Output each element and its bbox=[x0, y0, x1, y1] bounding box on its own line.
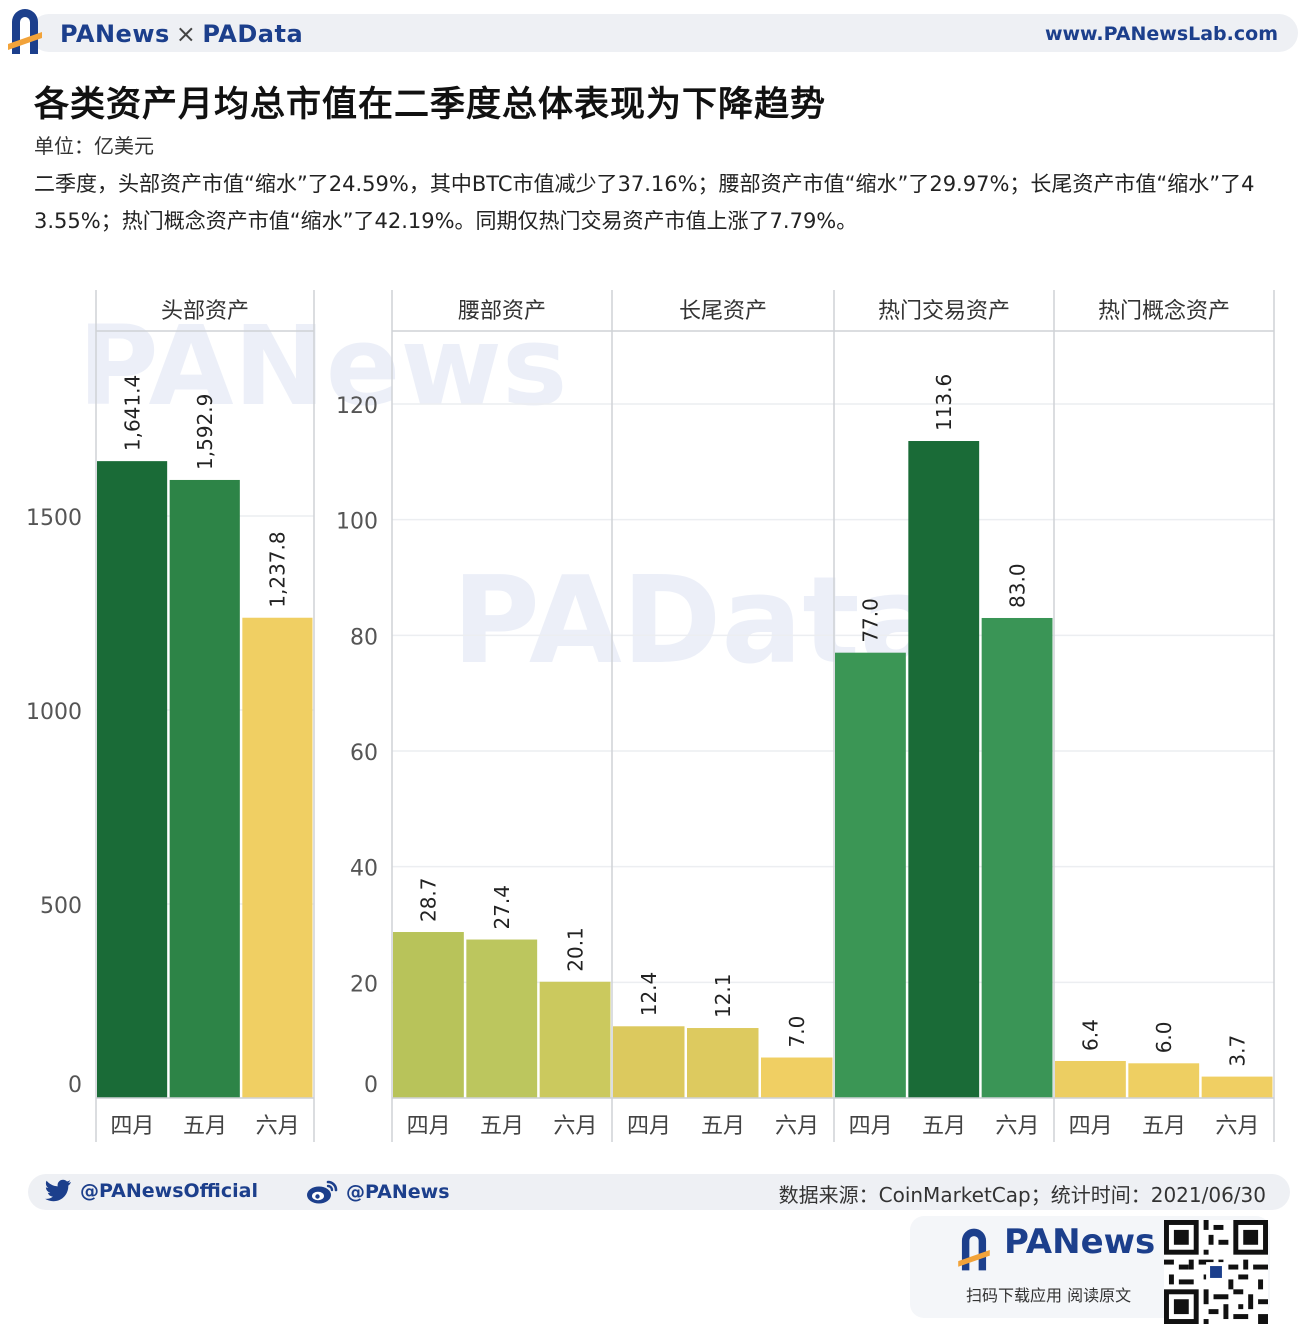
panel-4: 热门交易资产 77.0 四月 113.6 五月 83.0 六月 bbox=[835, 299, 1053, 1139]
panel-frames bbox=[95, 290, 1275, 1142]
twitter-icon bbox=[45, 1179, 71, 1202]
bar bbox=[835, 652, 906, 1098]
data-label: 1,641.4 bbox=[120, 375, 144, 451]
bar bbox=[242, 617, 313, 1098]
x-tick-label: 六月 bbox=[995, 1114, 1039, 1139]
x-tick-label: 五月 bbox=[701, 1114, 745, 1139]
unit-label: 单位：亿美元 bbox=[34, 134, 154, 158]
data-label: 3.7 bbox=[1225, 1035, 1249, 1067]
promo-brand: PANews bbox=[1004, 1222, 1156, 1262]
x-tick-label: 六月 bbox=[256, 1114, 300, 1139]
panel-title: 热门交易资产 bbox=[878, 299, 1010, 324]
x-tick-label: 四月 bbox=[110, 1114, 154, 1139]
app-promo[interactable]: PANews 扫码下载应用 阅读原文 bbox=[910, 1216, 1270, 1324]
bar bbox=[393, 932, 464, 1098]
y-tick-label: 1500 bbox=[26, 506, 82, 531]
y-tick-label: 80 bbox=[350, 625, 378, 650]
footer-strip bbox=[28, 1174, 1290, 1210]
y-tick-label: 500 bbox=[40, 894, 82, 919]
data-label: 1,237.8 bbox=[266, 531, 290, 607]
x-tick-label: 五月 bbox=[183, 1114, 227, 1139]
bar bbox=[1201, 1076, 1273, 1098]
bar bbox=[466, 939, 538, 1098]
watermark-panews: PANews bbox=[78, 302, 567, 430]
page-title: 各类资产月均总市值在二季度总体表现为下降趋势 bbox=[34, 85, 827, 125]
panel-3: 长尾资产 12.4 四月 12.1 五月 7.0 六月 bbox=[613, 299, 833, 1139]
data-source: 数据来源：CoinMarketCap；统计时间：2021/06/30 bbox=[778, 1183, 1266, 1207]
data-label: 83.0 bbox=[1005, 563, 1029, 608]
weibo-icon bbox=[307, 1180, 338, 1204]
x-tick-label: 四月 bbox=[849, 1114, 893, 1139]
brand-separator: × bbox=[175, 20, 197, 48]
data-label: 113.6 bbox=[932, 374, 956, 431]
data-label: 7.0 bbox=[785, 1016, 809, 1048]
chart: PANewsPAData050010001500020406080100120头… bbox=[26, 290, 1275, 1142]
y-axis-right: 0 20 40 60 80 100 120 bbox=[336, 394, 378, 1098]
y-tick-label: 60 bbox=[350, 741, 378, 766]
promo-caption: 扫码下载应用 阅读原文 bbox=[966, 1286, 1132, 1305]
panel-title: 热门概念资产 bbox=[1098, 299, 1230, 324]
weibo-handle[interactable]: @PANews bbox=[306, 1179, 450, 1205]
bar bbox=[613, 1026, 685, 1098]
bar bbox=[539, 981, 611, 1098]
x-tick-label: 五月 bbox=[1142, 1114, 1186, 1139]
panel-2: 腰部资产 28.7 四月 27.4 五月 20.1 六月 bbox=[393, 299, 611, 1139]
y-tick-label: 0 bbox=[68, 1073, 82, 1098]
x-tick-label: 六月 bbox=[553, 1114, 597, 1139]
brand-title: PANews × PAData bbox=[60, 20, 303, 48]
x-tick-label: 六月 bbox=[775, 1114, 819, 1139]
site-url[interactable]: www.PANewsLab.com bbox=[1044, 23, 1278, 45]
panews-logo-icon bbox=[8, 9, 42, 54]
x-tick-label: 六月 bbox=[1215, 1114, 1259, 1139]
panel-1: 头部资产 1,641.4 四月 1,592.9 五月 1,237.8 六月 bbox=[97, 299, 313, 1139]
top-bar-strip bbox=[30, 14, 1298, 52]
y-tick-label: 20 bbox=[350, 972, 378, 997]
panews-logo-icon bbox=[958, 1228, 990, 1271]
data-label: 12.4 bbox=[637, 972, 661, 1017]
bar bbox=[687, 1028, 759, 1098]
y-tick-label: 120 bbox=[336, 394, 378, 419]
weibo-handle-text: @PANews bbox=[346, 1181, 450, 1203]
bar bbox=[1055, 1060, 1126, 1098]
data-label: 12.1 bbox=[711, 973, 735, 1018]
data-label: 20.1 bbox=[563, 927, 587, 972]
bar bbox=[169, 479, 240, 1098]
data-label: 77.0 bbox=[859, 598, 883, 643]
twitter-handle-text: @PANewsOfficial bbox=[80, 1180, 258, 1202]
bar bbox=[981, 617, 1053, 1098]
x-tick-label: 四月 bbox=[627, 1114, 671, 1139]
bar bbox=[908, 441, 980, 1099]
x-tick-label: 五月 bbox=[922, 1114, 966, 1139]
y-axis-left: 0 500 1000 1500 bbox=[26, 506, 82, 1098]
top-bar: PANews × PAData www.PANewsLab.com bbox=[0, 0, 1300, 66]
panel-5: 热门概念资产 6.4 四月 6.0 五月 3.7 六月 bbox=[1055, 299, 1273, 1139]
x-tick-label: 四月 bbox=[1069, 1114, 1113, 1139]
y-tick-label: 100 bbox=[336, 510, 378, 535]
y-tick-label: 1000 bbox=[26, 700, 82, 725]
data-label: 6.4 bbox=[1079, 1019, 1103, 1051]
bar bbox=[1128, 1063, 1200, 1098]
brand-padata: PAData bbox=[202, 20, 304, 48]
twitter-handle[interactable]: @PANewsOfficial bbox=[44, 1179, 258, 1203]
data-label: 28.7 bbox=[417, 877, 441, 922]
bar bbox=[761, 1057, 833, 1098]
y-tick-label: 40 bbox=[350, 857, 378, 882]
bar bbox=[97, 461, 168, 1098]
panel-title: 腰部资产 bbox=[458, 299, 546, 324]
panel-title: 长尾资产 bbox=[679, 299, 767, 324]
data-label: 1,592.9 bbox=[193, 394, 217, 470]
qr-code-icon[interactable] bbox=[1164, 1220, 1268, 1324]
data-label: 27.4 bbox=[490, 885, 514, 930]
x-tick-label: 五月 bbox=[480, 1114, 524, 1139]
x-tick-label: 四月 bbox=[407, 1114, 451, 1139]
description: 二季度，头部资产市值“缩水”了24.59%，其中BTC市值减少了37.16%；腰… bbox=[34, 172, 1255, 233]
brand-panews: PANews bbox=[60, 20, 170, 48]
y-tick-label: 0 bbox=[364, 1073, 378, 1098]
data-label: 6.0 bbox=[1152, 1021, 1176, 1053]
panel-title: 头部资产 bbox=[161, 299, 249, 324]
